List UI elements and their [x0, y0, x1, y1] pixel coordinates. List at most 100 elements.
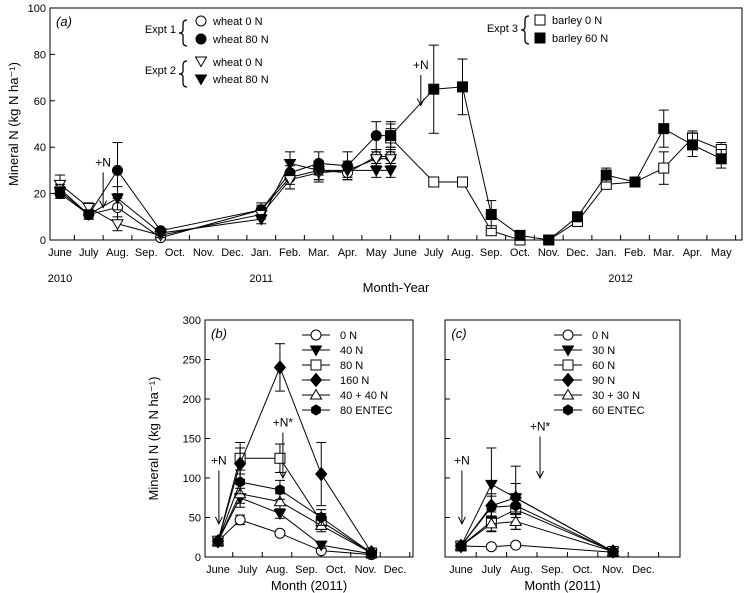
panel-a-xtick-label: Feb. — [624, 247, 646, 259]
panel-a-xlabel: Month-Year — [363, 280, 430, 295]
panel-a-series-4-point — [428, 176, 440, 188]
panel-b-legend-marker-5 — [311, 404, 321, 416]
panel-b-ytick-label: 0 — [195, 552, 201, 564]
panel-a-series-3-point — [384, 165, 397, 177]
panel-c-series-2-line — [460, 509, 614, 552]
panel-c-legend-entry-3: 90 N — [592, 375, 615, 387]
panel-c-xtick-label: Nov. — [602, 564, 624, 576]
panel-c-series-5-point — [608, 545, 618, 558]
panel-b-legend-marker-0 — [310, 329, 322, 341]
panel-b-series-0-point — [274, 527, 286, 539]
panel-a-series-4-point — [658, 162, 670, 174]
panel-c-xlabel: Month (2011) — [524, 578, 600, 593]
panel-c-legend-entry-5: 60 ENTEC — [592, 405, 645, 417]
panel-b-series-2-line — [217, 457, 372, 554]
panel-a-ytick-label: 100 — [28, 3, 46, 15]
panel-a-series-3-point — [154, 228, 167, 240]
panel-a-xtick-label: June — [48, 247, 72, 259]
panel-a-series-3-point — [341, 165, 354, 177]
panel-a-series-4-line — [390, 137, 722, 241]
panel-c-xtick-label: June — [449, 564, 473, 576]
panel-a-xtick-label: Feb. — [279, 247, 301, 259]
panel-a-series-2-point — [283, 175, 297, 187]
panel-c-series-5-line — [460, 505, 614, 552]
panel-b-xtick-label: June — [206, 564, 230, 576]
panel-a-series-4-point — [457, 176, 468, 188]
panel-c-series-0-point — [510, 539, 522, 551]
panel-c-label: (c) — [451, 326, 466, 341]
panel-a-series-3-point — [283, 158, 297, 170]
panel-b-xtick-label: July — [238, 564, 258, 576]
panel-c-legend-marker-5 — [563, 404, 573, 416]
panel-b-xtick-label: Nov. — [355, 564, 377, 576]
panel-c-legend-marker-2 — [562, 359, 574, 371]
panel-b-series-1-line — [217, 497, 372, 555]
panel-c-series-4-line — [460, 520, 614, 552]
panel-b-xlabel: Month (2011) — [271, 578, 347, 593]
panel-a-series-5-point — [485, 208, 497, 220]
panel-c-legend-entry-0: 0 N — [592, 330, 609, 342]
legend-expt3-entry-0: barley 0 N — [552, 15, 602, 27]
panel-a-label: (a) — [56, 14, 72, 29]
panel-b-series-3-point — [273, 360, 287, 375]
panel-b-ytick-label: 300 — [183, 315, 201, 327]
panel-a-year-label: 2010 — [48, 273, 72, 285]
panel-b-series-5-point — [366, 547, 377, 559]
panel-b-xtick-label: Oct. — [326, 564, 346, 576]
panel-b-legend-entry-0: 0 N — [340, 330, 357, 342]
panel-a-annotation-0-arrow-head — [99, 200, 108, 209]
panel-a-ytick-label: 80 — [34, 49, 46, 61]
panel-b-legend-entry-3: 160 N — [340, 375, 369, 387]
panel-c-series-1-point — [485, 479, 498, 491]
panel-b-series-1-point — [273, 509, 287, 521]
panel-a-xtick-label: Apr. — [683, 247, 703, 259]
legend-expt2-entry-1: wheat 80 N — [212, 74, 269, 86]
panel-a-ytick-label: 20 — [34, 189, 46, 201]
legend-expt1-marker-0 — [195, 15, 207, 27]
panel-b-annotation-0: +N — [211, 454, 227, 468]
legend-expt1-label: Expt 1 — [145, 24, 176, 36]
panel-b-series-3-point — [315, 466, 328, 482]
panel-b-legend-marker-4 — [309, 388, 323, 400]
panel-a-xtick-label: Mar. — [308, 247, 329, 259]
panel-c-series-4-point — [509, 514, 523, 526]
panel-a-annotation-1: +N — [413, 58, 429, 72]
panel-a-year-label: 2012 — [608, 273, 632, 285]
panel-c-series-5-point — [510, 500, 521, 512]
panel-c-series-0-line — [460, 544, 614, 553]
panel-b-ytick-label: 200 — [183, 394, 201, 406]
panel-a-xtick-label: Aug. — [106, 247, 129, 259]
legend-expt2-label: Expt 2 — [145, 65, 176, 77]
panel-c-legend-marker-4 — [561, 388, 575, 400]
panel-a-xtick-label: Sep. — [480, 247, 503, 259]
legend-expt1-entry-1: wheat 80 N — [212, 34, 269, 46]
panel-a-xtick-label: July — [424, 247, 444, 259]
panel-b-series-5-point — [316, 511, 327, 524]
panel-a-xtick-label: Jan. — [596, 247, 617, 259]
legend-expt3-marker-1 — [534, 32, 546, 44]
panel-a-xtick-label: Dec. — [221, 247, 244, 259]
legend-expt1-brace — [178, 19, 188, 47]
panel-a-xtick-label: Oct. — [165, 247, 185, 259]
panel-b-ytick-label: 250 — [183, 355, 201, 367]
panel-a-series-3-point — [53, 186, 67, 198]
legend-expt3-label: Expt 3 — [487, 23, 518, 35]
panel-a-series-5-point — [715, 153, 727, 165]
panel-b-ytick-label: 50 — [189, 513, 201, 525]
panel-c-legend-entry-1: 30 N — [592, 345, 615, 357]
panel-c-legend-entry-4: 30 + 30 N — [592, 390, 640, 402]
panel-a-series-1-line — [59, 135, 391, 232]
panel-a-series-2-point — [111, 219, 124, 231]
panel-a-series-3-point — [82, 209, 96, 221]
panel-b-series-2-point — [274, 452, 286, 464]
panel-c-xtick-label: Dec. — [632, 564, 655, 576]
panel-a-series-2-line — [59, 158, 391, 236]
panel-c-series-5-point — [486, 501, 497, 513]
panel-b-xtick-label: Sep. — [295, 564, 318, 576]
panel-b-series-5-point — [235, 476, 245, 488]
panel-a-series-5-point — [543, 234, 555, 246]
panel-a-xtick-label: June — [393, 247, 417, 259]
panel-c-annotation-1-arrow-head — [536, 470, 544, 480]
panel-c-series-0-point — [485, 541, 497, 553]
